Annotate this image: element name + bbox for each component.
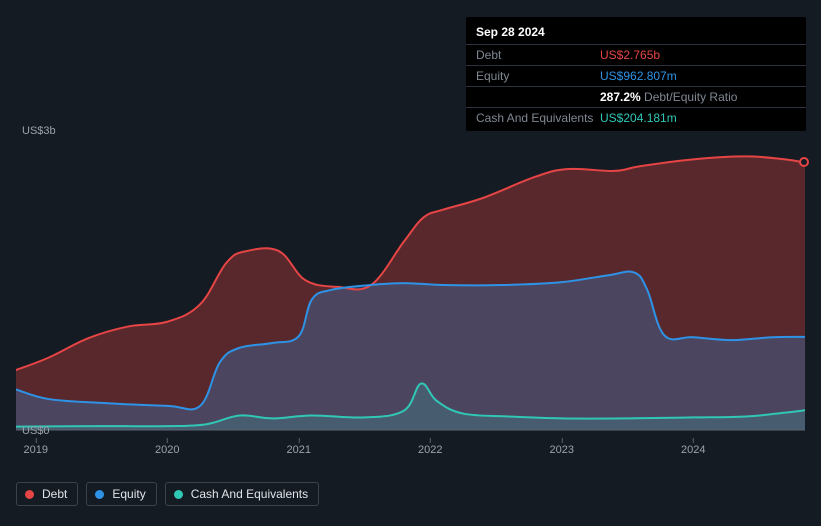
tooltip-label [476,90,600,104]
tooltip-box: Sep 28 2024 DebtUS$2.765bEquityUS$962.80… [466,17,806,131]
tooltip-label: Cash And Equivalents [476,111,600,125]
chart-root: Sep 28 2024 DebtUS$2.765bEquityUS$962.80… [0,0,821,526]
xaxis-tick: 2020 [155,444,179,456]
xaxis-tick: 2024 [681,444,705,456]
xaxis-tick: 2021 [286,444,310,456]
tooltip-row: EquityUS$962.807m [466,66,806,87]
legend-label: Debt [42,487,67,501]
legend-item-debt[interactable]: Debt [16,482,78,506]
tooltip-row: DebtUS$2.765b [466,45,806,66]
xaxis-tick: 2019 [23,444,47,456]
tooltip-row: Cash And EquivalentsUS$204.181m [466,108,806,128]
legend-item-cash-and-equivalents[interactable]: Cash And Equivalents [165,482,319,506]
plot-area[interactable] [16,140,805,440]
legend-dot-icon [25,490,34,499]
yaxis-label-min: US$0 [22,425,50,437]
legend-label: Equity [112,487,145,501]
xaxis-tick: 2023 [549,444,573,456]
series-marker [799,157,809,167]
tooltip-label: Debt [476,48,600,62]
legend-label: Cash And Equivalents [191,487,308,501]
tooltip-row: 287.2% Debt/Equity Ratio [466,87,806,108]
tooltip-label: Equity [476,69,600,83]
yaxis-label-max: US$3b [22,125,56,137]
legend-item-equity[interactable]: Equity [86,482,156,506]
tooltip-value: US$204.181m [600,111,677,125]
tooltip-value: US$2.765b [600,48,660,62]
legend-dot-icon [95,490,104,499]
x-axis: 2019 2020 2021 2022 2023 2024 [16,444,805,468]
tooltip-value: US$962.807m [600,69,677,83]
tooltip-date: Sep 28 2024 [466,23,806,45]
xaxis-tick: 2022 [418,444,442,456]
tooltip-value: 287.2% Debt/Equity Ratio [600,90,737,104]
legend-dot-icon [174,490,183,499]
legend: Debt Equity Cash And Equivalents [16,482,319,506]
